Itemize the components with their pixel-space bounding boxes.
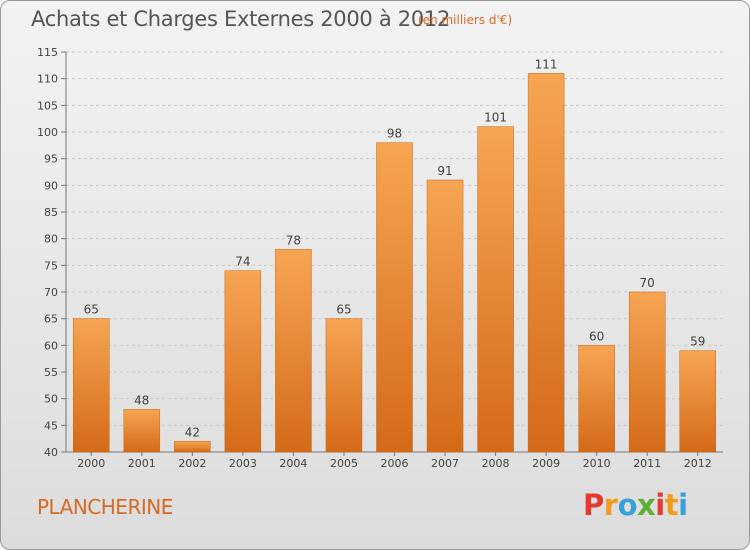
logo-letter: i: [678, 488, 688, 522]
x-tick-label: 2006: [381, 457, 409, 470]
data-label: 91: [437, 164, 452, 178]
y-tick-label: 45: [44, 419, 58, 432]
y-tick-label: 115: [37, 46, 58, 59]
bar: [477, 126, 514, 453]
logo-letter: x: [637, 488, 656, 522]
x-tick-label: 2007: [431, 457, 459, 470]
x-tick-label: 2005: [330, 457, 358, 470]
y-tick-label: 80: [44, 233, 58, 246]
data-label: 60: [589, 329, 604, 343]
chart-subtitle: (en milliers d'€): [418, 13, 513, 27]
bar: [123, 409, 161, 453]
data-label: 98: [387, 127, 402, 141]
data-label: 101: [484, 111, 507, 125]
x-tick-label: 2003: [229, 457, 257, 470]
x-tick-label: 2012: [684, 457, 712, 470]
data-label: 78: [286, 233, 301, 247]
x-axis-ticks: 2000 2001 2002 2003 2004 2005 2006 2007 2008 2009…: [77, 452, 712, 470]
bar: [174, 441, 211, 453]
data-label: 48: [134, 393, 149, 407]
proxiti-logo: Proxiti: [583, 488, 688, 522]
bar: [578, 345, 615, 453]
chart-title: Achats et Charges Externes 2000 à 2012: [31, 7, 451, 31]
y-tick-label: 85: [44, 206, 58, 219]
y-tick-label: 40: [44, 446, 58, 459]
logo-letter: o: [617, 488, 638, 522]
bars: [73, 73, 716, 453]
x-tick-label: 2010: [583, 457, 611, 470]
data-label: 42: [185, 425, 200, 439]
data-label: 65: [84, 303, 99, 317]
x-tick-label: 2009: [532, 457, 560, 470]
y-tick-label: 60: [44, 339, 58, 352]
x-tick-label: 2000: [77, 457, 105, 470]
data-label: 70: [640, 276, 655, 290]
x-tick-label: 2008: [482, 457, 510, 470]
data-label: 65: [336, 303, 351, 317]
data-label: 111: [535, 57, 558, 71]
bar: [628, 291, 666, 453]
data-label: 74: [235, 255, 250, 269]
y-axis-ticks: 40 45 50 55 60 65 70 75 80 85 90 95 100 105 110 115: [37, 46, 66, 459]
y-tick-label: 65: [44, 313, 58, 326]
y-tick-label: 70: [44, 286, 58, 299]
x-tick-label: 2011: [633, 457, 661, 470]
bar: [527, 73, 565, 453]
bar: [275, 249, 312, 453]
logo-letter: P: [583, 488, 604, 522]
y-tick-label: 95: [44, 153, 58, 166]
bar: [73, 318, 110, 453]
commune-name: PLANCHERINE: [37, 495, 173, 519]
logo-letter: t: [664, 488, 679, 522]
x-tick-label: 2002: [178, 457, 206, 470]
bar: [224, 270, 262, 453]
x-tick-label: 2004: [279, 457, 307, 470]
y-tick-label: 105: [37, 99, 58, 112]
y-tick-label: 100: [37, 126, 58, 139]
y-tick-label: 90: [44, 179, 58, 192]
y-tick-label: 75: [44, 259, 58, 272]
y-tick-label: 55: [44, 366, 58, 379]
bar: [679, 350, 716, 453]
y-tick-label: 50: [44, 393, 58, 406]
data-labels: 65 48 42 74 78 65 98 91 101 111 60 70 59: [84, 57, 706, 439]
x-tick-label: 2001: [128, 457, 156, 470]
data-label: 59: [690, 335, 705, 349]
bar: [325, 318, 363, 453]
logo-letter: i: [655, 488, 665, 522]
bar: [376, 142, 413, 453]
bar: [426, 179, 464, 453]
y-tick-label: 110: [37, 73, 58, 86]
logo-letter: r: [603, 488, 618, 522]
